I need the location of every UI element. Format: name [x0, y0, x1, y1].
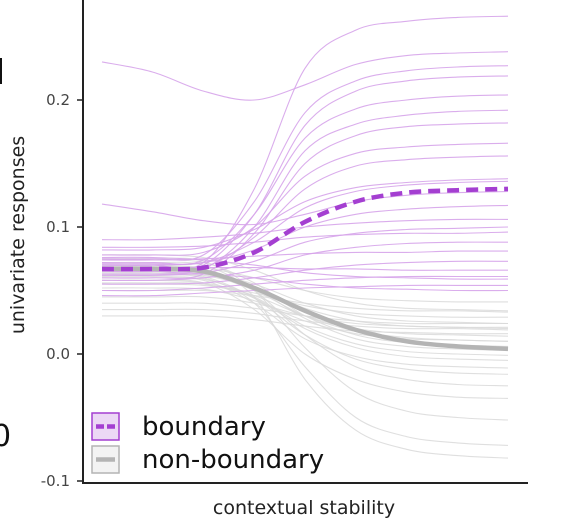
boundary-line	[102, 52, 508, 100]
boundary-line	[102, 16, 508, 269]
boundary-mean-line	[102, 189, 508, 269]
edge-bar	[0, 58, 2, 84]
boundary-lines	[102, 16, 508, 296]
edge-glyph: 0	[0, 419, 11, 454]
boundary-line	[102, 143, 508, 255]
legend-label: non-boundary	[142, 445, 324, 475]
y-ticks: -0.1 0.0 0.1 0.2	[41, 91, 83, 490]
boundary-line	[102, 76, 508, 270]
x-axis-title: contextual stability	[213, 497, 395, 519]
y-tick-label: 0.2	[46, 91, 70, 109]
y-tick-label: -0.1	[41, 472, 70, 490]
non-boundary-line	[102, 271, 508, 341]
y-axis-title: univariate responses	[7, 136, 29, 334]
y-tick-label: 0.0	[46, 345, 70, 363]
legend-label: boundary	[142, 412, 266, 442]
y-tick-label: 0.1	[46, 218, 70, 236]
boundary-line	[102, 110, 508, 273]
